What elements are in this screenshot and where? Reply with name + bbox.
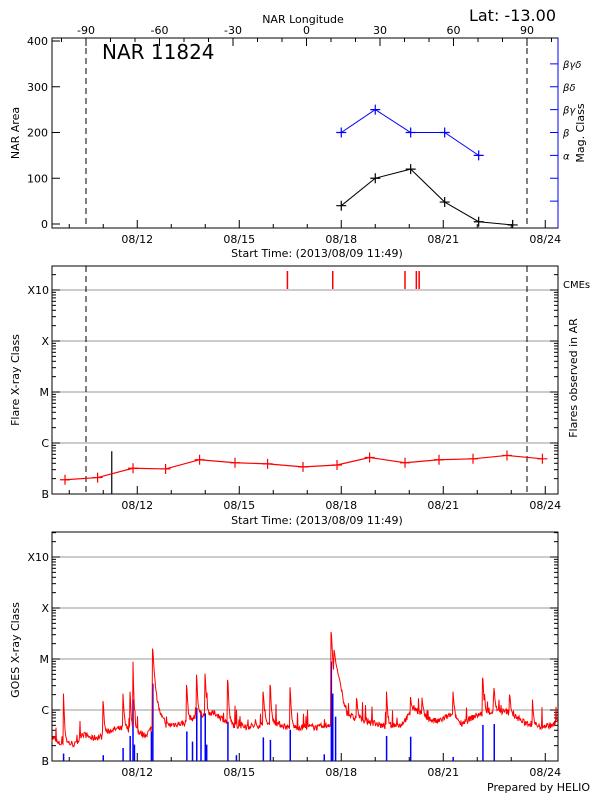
mag-class-tick-label: α	[563, 151, 570, 162]
x-tick-label: 08/24	[529, 766, 561, 779]
y-tick-label: 0	[41, 218, 48, 231]
x-axis-title: Start Time: (2013/08/09 11:49)	[231, 247, 403, 260]
flare-class-point	[502, 450, 513, 461]
x-tick-label: 08/15	[223, 233, 255, 246]
flares-axis-title: Flares observed in AR	[567, 318, 580, 438]
longitude-tick-label: 30	[373, 24, 387, 37]
y-tick-label: B	[41, 488, 49, 501]
longitude-tick-label: 90	[520, 24, 534, 37]
flare-class-point	[92, 472, 103, 483]
y-tick-label: X	[41, 335, 49, 348]
mag-class-point	[336, 127, 347, 138]
longitude-tick-label: -90	[77, 24, 95, 37]
cme-label: CMEs	[563, 280, 590, 291]
area-series	[336, 164, 518, 228]
longitude-tick-label: 0	[303, 24, 310, 37]
y-tick-label: B	[41, 755, 49, 768]
area-point	[507, 219, 518, 228]
x-tick-label: 08/12	[121, 499, 153, 512]
goes-long-curve	[51, 631, 559, 748]
latitude-label: Lat: -13.00	[469, 6, 556, 25]
y-tick-label: 400	[27, 35, 48, 48]
plot-frame	[51, 37, 559, 229]
mag-class-tick-label: βγδ	[562, 60, 581, 71]
longitude-axis-title: NAR Longitude	[262, 13, 344, 26]
area-point	[473, 216, 484, 227]
mag-class-axis-title: Mag. Class	[574, 103, 587, 162]
x-tick-label: 08/15	[223, 766, 255, 779]
y-tick-label: C	[41, 437, 49, 450]
flare-class-point	[400, 457, 411, 468]
longitude-tick-label: -60	[151, 24, 169, 37]
flare-class-point	[194, 454, 205, 465]
y-tick-label: C	[41, 704, 49, 717]
flare-class-point	[262, 458, 273, 469]
x-tick-label: 08/21	[427, 766, 459, 779]
x-tick-label: 08/21	[427, 233, 459, 246]
area-point	[336, 200, 347, 211]
longitude-tick-label: 60	[447, 24, 461, 37]
flare-class-point	[468, 453, 479, 464]
mag-class-tick-label: β	[562, 129, 570, 140]
mag-class-point	[405, 127, 416, 138]
longitude-tick-label: -30	[224, 24, 242, 37]
y-tick-label: X10	[27, 551, 49, 564]
mag-class-series	[336, 104, 484, 161]
y-tick-label: M	[40, 386, 50, 399]
mag-class-point	[439, 127, 450, 138]
flare-class-point	[537, 453, 548, 464]
y-tick-label: X10	[27, 284, 49, 297]
flare-class-point	[298, 461, 309, 472]
x-tick-label: 08/18	[325, 233, 357, 246]
area-point	[439, 197, 450, 208]
x-tick-label: 08/18	[325, 766, 357, 779]
x-tick-label: 08/12	[121, 766, 153, 779]
x-tick-label: 08/15	[223, 499, 255, 512]
x-tick-label: 08/21	[427, 499, 459, 512]
mag-class-point	[473, 150, 484, 161]
flare-class-point	[332, 460, 343, 471]
y-tick-label: X	[41, 602, 49, 615]
x-tick-label: 08/24	[529, 499, 561, 512]
y-tick-label: 300	[27, 81, 48, 94]
x-tick-label: 08/24	[529, 233, 561, 246]
flare-class-point	[160, 463, 171, 474]
y-tick-label: 200	[27, 127, 48, 140]
active-region-title: NAR 11824	[102, 40, 215, 64]
y-tick-label: M	[40, 653, 50, 666]
goes-panel: B C M X X10 08/12 08/15 08/18 08/21 08/24 GOES X-r…	[9, 531, 561, 779]
mag-class-tick-label: βγ	[562, 106, 576, 117]
flare-class-point	[230, 457, 241, 468]
flare-class-point	[434, 454, 445, 465]
flare-class-panel: B C M X X10 08/12 08/15 08/18 08/21 08/24 Start Ti…	[9, 265, 590, 527]
x-tick-label: 08/18	[325, 499, 357, 512]
y-axis-title: NAR Area	[9, 107, 22, 159]
mag-class-point	[370, 104, 381, 115]
y-axis-title: Flare X-ray Class	[9, 334, 22, 426]
area-point	[370, 173, 381, 184]
footer-credit: Prepared by HELIO	[487, 781, 590, 794]
nar-area-panel: 0 100 200 300 400 αβ βγ βδ βγδ -90 -60 -30 0 30 60 90 NA…	[9, 6, 587, 260]
flare-class-point	[60, 474, 71, 485]
flare-class-point	[128, 463, 139, 474]
plot-frame	[51, 265, 559, 495]
flare-class-point	[364, 452, 375, 463]
plot-frame	[51, 531, 559, 762]
area-line	[340, 168, 513, 226]
x-tick-label: 08/12	[121, 233, 153, 246]
area-point	[405, 164, 416, 175]
mag-class-tick-label: βδ	[562, 83, 576, 94]
y-axis-title: GOES X-ray Class	[9, 602, 22, 698]
y-tick-label: 100	[27, 172, 48, 185]
x-axis-title: Start Time: (2013/08/09 11:49)	[231, 514, 403, 527]
